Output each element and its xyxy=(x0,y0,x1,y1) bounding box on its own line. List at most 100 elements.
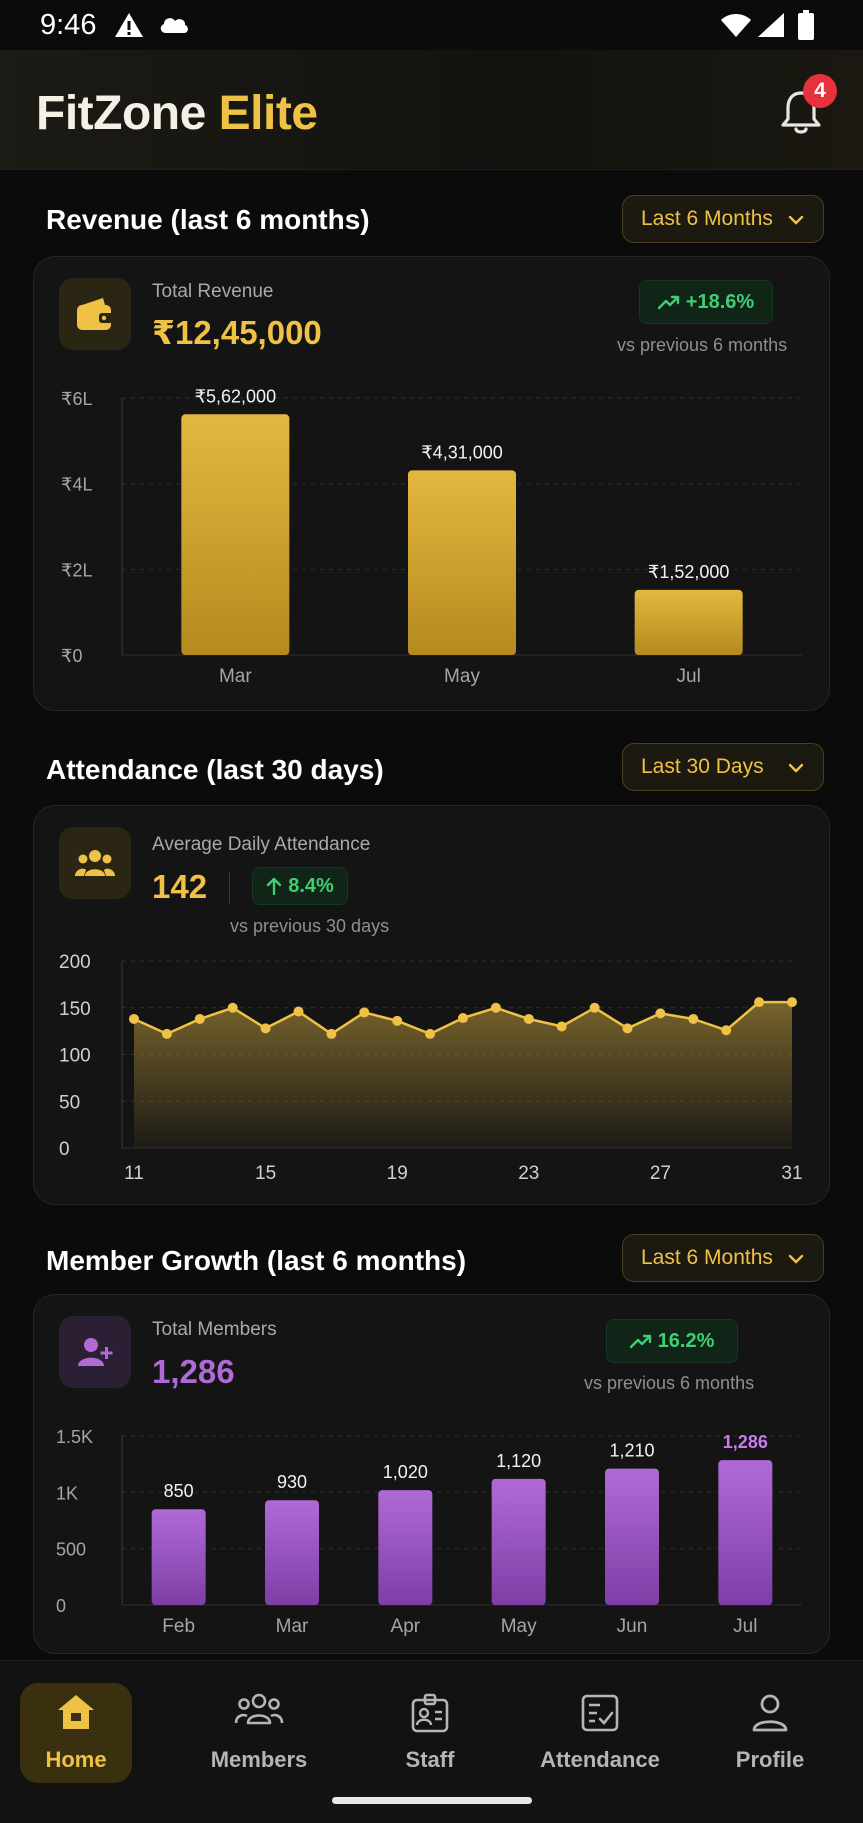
attendance-change-badge: 8.4% xyxy=(252,867,348,905)
data-point xyxy=(458,1013,468,1024)
app-title-main: FitZone xyxy=(36,87,206,140)
home-icon xyxy=(58,1695,94,1729)
signal-icon xyxy=(758,13,784,37)
nav-home-label: Home xyxy=(45,1747,107,1772)
notification-badge: 4 xyxy=(803,74,837,108)
data-point xyxy=(293,1006,304,1017)
home-indicator xyxy=(332,1797,532,1804)
chevron-down-icon xyxy=(788,763,804,773)
nav-home[interactable]: Home xyxy=(20,1683,132,1783)
chevron-down-icon xyxy=(788,1254,804,1264)
data-point xyxy=(754,997,765,1008)
y-tick-label: 1K xyxy=(56,1483,78,1503)
bar xyxy=(408,470,516,655)
data-point xyxy=(129,1013,139,1024)
x-tick-label: Feb xyxy=(162,1616,195,1637)
status-bar: 9:46 xyxy=(0,0,863,50)
cloud-icon xyxy=(160,18,188,33)
data-point xyxy=(655,1008,666,1019)
nav-profile-label: Profile xyxy=(735,1747,805,1772)
app-header: FitZone Elite xyxy=(0,50,863,170)
bar xyxy=(151,1509,206,1605)
data-point xyxy=(688,1013,699,1024)
y-tick-label: ₹4L xyxy=(61,475,92,495)
members-value: 1,286 xyxy=(152,1353,235,1390)
attendance-section-title: Attendance (last 30 days) xyxy=(46,754,384,785)
revenue-period-dropdown[interactable]: Last 6 Months xyxy=(622,195,824,243)
nav-members-label: Members xyxy=(210,1747,308,1772)
warning-icon xyxy=(115,13,143,37)
nav-staff-label: Staff xyxy=(405,1747,455,1772)
members-period-label: Last 6 Months xyxy=(641,1246,773,1269)
attendance-icon-box xyxy=(59,827,131,899)
attendance-area-chart: 0 50 100 150 200 11 15 19 23 27 31 xyxy=(59,952,803,1184)
nav-attendance-label: Attendance xyxy=(540,1747,660,1772)
revenue-label: Total Revenue xyxy=(152,281,274,302)
bar-value-label: ₹5,62,000 xyxy=(195,386,277,406)
data-point xyxy=(721,1025,732,1036)
x-tick-label: May xyxy=(444,666,480,687)
x-tick-label: 31 xyxy=(781,1163,802,1184)
x-tick-label: 27 xyxy=(650,1163,671,1184)
revenue-change-badge: +18.6% xyxy=(639,280,773,324)
y-tick-label: 50 xyxy=(59,1092,80,1113)
members-period-dropdown[interactable]: Last 6 Months xyxy=(622,1234,824,1282)
x-tick-label: Jul xyxy=(733,1616,757,1637)
attendance-label: Average Daily Attendance xyxy=(152,834,371,855)
bar xyxy=(491,1478,546,1605)
bar xyxy=(181,414,290,655)
x-tick-label: Apr xyxy=(391,1616,421,1637)
trending-up-icon xyxy=(657,295,679,310)
y-tick-label: ₹0 xyxy=(61,646,82,666)
bar-value-label: 1,286 xyxy=(723,1432,768,1452)
revenue-change-text: +18.6% xyxy=(685,290,755,313)
data-point xyxy=(227,1002,238,1013)
attendance-period-label: Last 30 Days xyxy=(641,755,764,778)
y-tick-label: ₹6L xyxy=(61,389,92,409)
revenue-section-title: Revenue (last 6 months) xyxy=(46,204,370,235)
data-point xyxy=(589,1002,600,1013)
x-tick-label: Jun xyxy=(617,1616,648,1637)
bar-value-label: 1,120 xyxy=(496,1451,541,1471)
members-change-badge: 16.2% xyxy=(606,1319,738,1363)
data-point xyxy=(490,1002,501,1013)
data-point xyxy=(161,1028,172,1039)
attendance-change-text: 8.4% xyxy=(288,874,334,897)
nav-staff[interactable]: Staff xyxy=(360,1683,500,1783)
bar xyxy=(378,1490,433,1605)
data-point xyxy=(523,1013,534,1024)
nav-members[interactable]: Members xyxy=(189,1683,329,1783)
bar-value-label: ₹1,52,000 xyxy=(648,562,730,582)
divider xyxy=(229,873,230,903)
revenue-bar-chart: ₹0 ₹2L ₹4L ₹6L ₹5,62,000 Mar ₹4,31,000 May ₹1,52… xyxy=(61,386,802,687)
revenue-value: ₹12,45,000 xyxy=(152,314,322,351)
revenue-period-label: Last 6 Months xyxy=(641,207,773,230)
members-bar-chart: 0 500 1K 1.5K 850 Feb 930 Mar 1,020 Apr 1,120 May 1,… xyxy=(56,1427,802,1637)
data-point xyxy=(622,1023,633,1034)
y-tick-label: 150 xyxy=(59,999,91,1020)
x-tick-label: May xyxy=(501,1616,537,1637)
members-icon-box xyxy=(59,1316,131,1388)
members-change-text: 16.2% xyxy=(657,1329,715,1352)
y-tick-label: 200 xyxy=(59,952,91,973)
bar-value-label: 850 xyxy=(164,1481,194,1501)
y-tick-label: 1.5K xyxy=(56,1427,93,1447)
x-tick-label: Mar xyxy=(219,666,252,687)
y-tick-label: 0 xyxy=(59,1139,70,1160)
members-vs-text: vs previous 6 months xyxy=(584,1373,755,1393)
x-tick-label: 15 xyxy=(255,1163,276,1184)
attendance-value: 142 xyxy=(152,868,208,905)
app-title: FitZone Elite xyxy=(36,86,318,141)
nav-profile[interactable]: Profile xyxy=(700,1683,840,1783)
data-point xyxy=(787,997,797,1008)
x-tick-label: Mar xyxy=(276,1616,309,1637)
bar xyxy=(265,1500,319,1605)
bar-value-label: 1,020 xyxy=(383,1462,428,1482)
attendance-period-dropdown[interactable]: Last 30 Days xyxy=(622,743,824,791)
x-tick-label: 19 xyxy=(387,1163,408,1184)
status-time: 9:46 xyxy=(40,9,97,41)
bar xyxy=(605,1468,659,1605)
nav-attendance[interactable]: Attendance xyxy=(530,1683,670,1783)
wallet-icon xyxy=(77,298,113,330)
bar-value-label: 1,210 xyxy=(609,1441,654,1461)
